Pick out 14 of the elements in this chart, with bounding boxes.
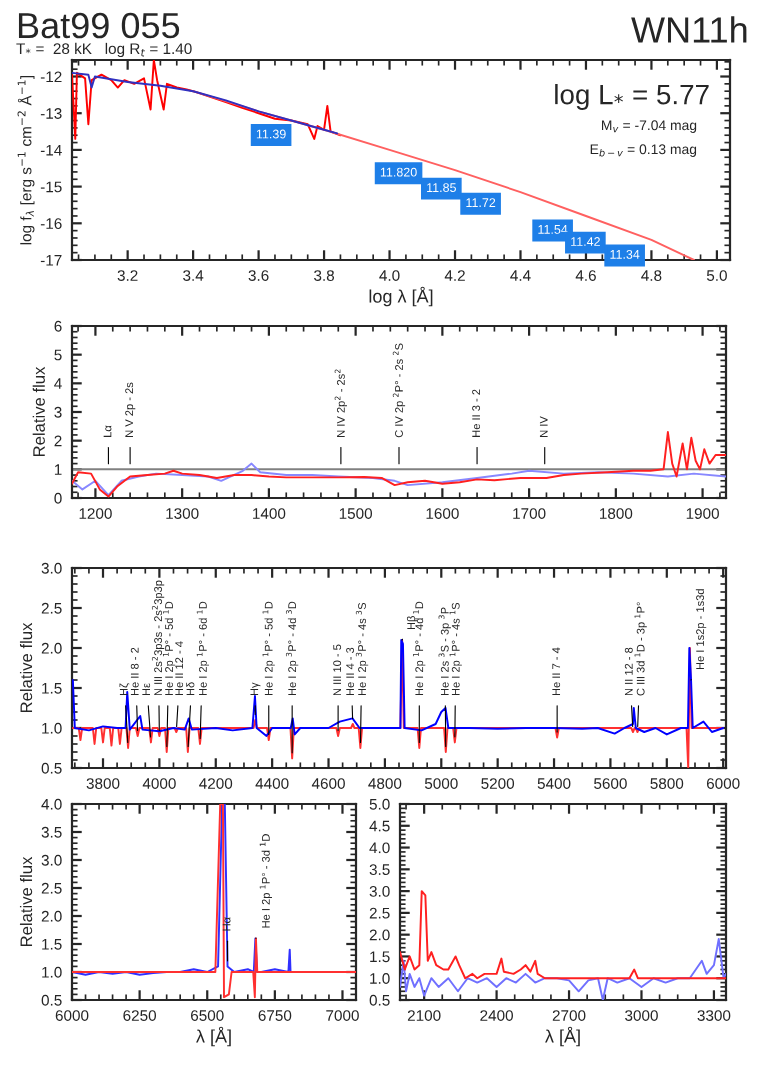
y-axis-title: Relative flux bbox=[32, 366, 45, 457]
line-series bbox=[72, 804, 292, 976]
annotation: log L$_{*}$ = 5.77 bbox=[555, 84, 709, 110]
x-axis-title: λ [Å] bbox=[545, 1026, 580, 1047]
text: WN11h bbox=[631, 16, 747, 43]
line-series bbox=[72, 60, 342, 140]
y-axis-title: Relative flux bbox=[19, 856, 33, 947]
x-axis-title: λ [Å] bbox=[196, 1026, 231, 1047]
line-series bbox=[72, 71, 339, 135]
x-axis-title: log λ [Å] bbox=[369, 286, 433, 307]
y-axis-title: Relative flux bbox=[19, 622, 33, 713]
line-series bbox=[400, 890, 726, 980]
line-series bbox=[72, 804, 356, 999]
chart-title: Bat99 055 bbox=[18, 12, 180, 39]
